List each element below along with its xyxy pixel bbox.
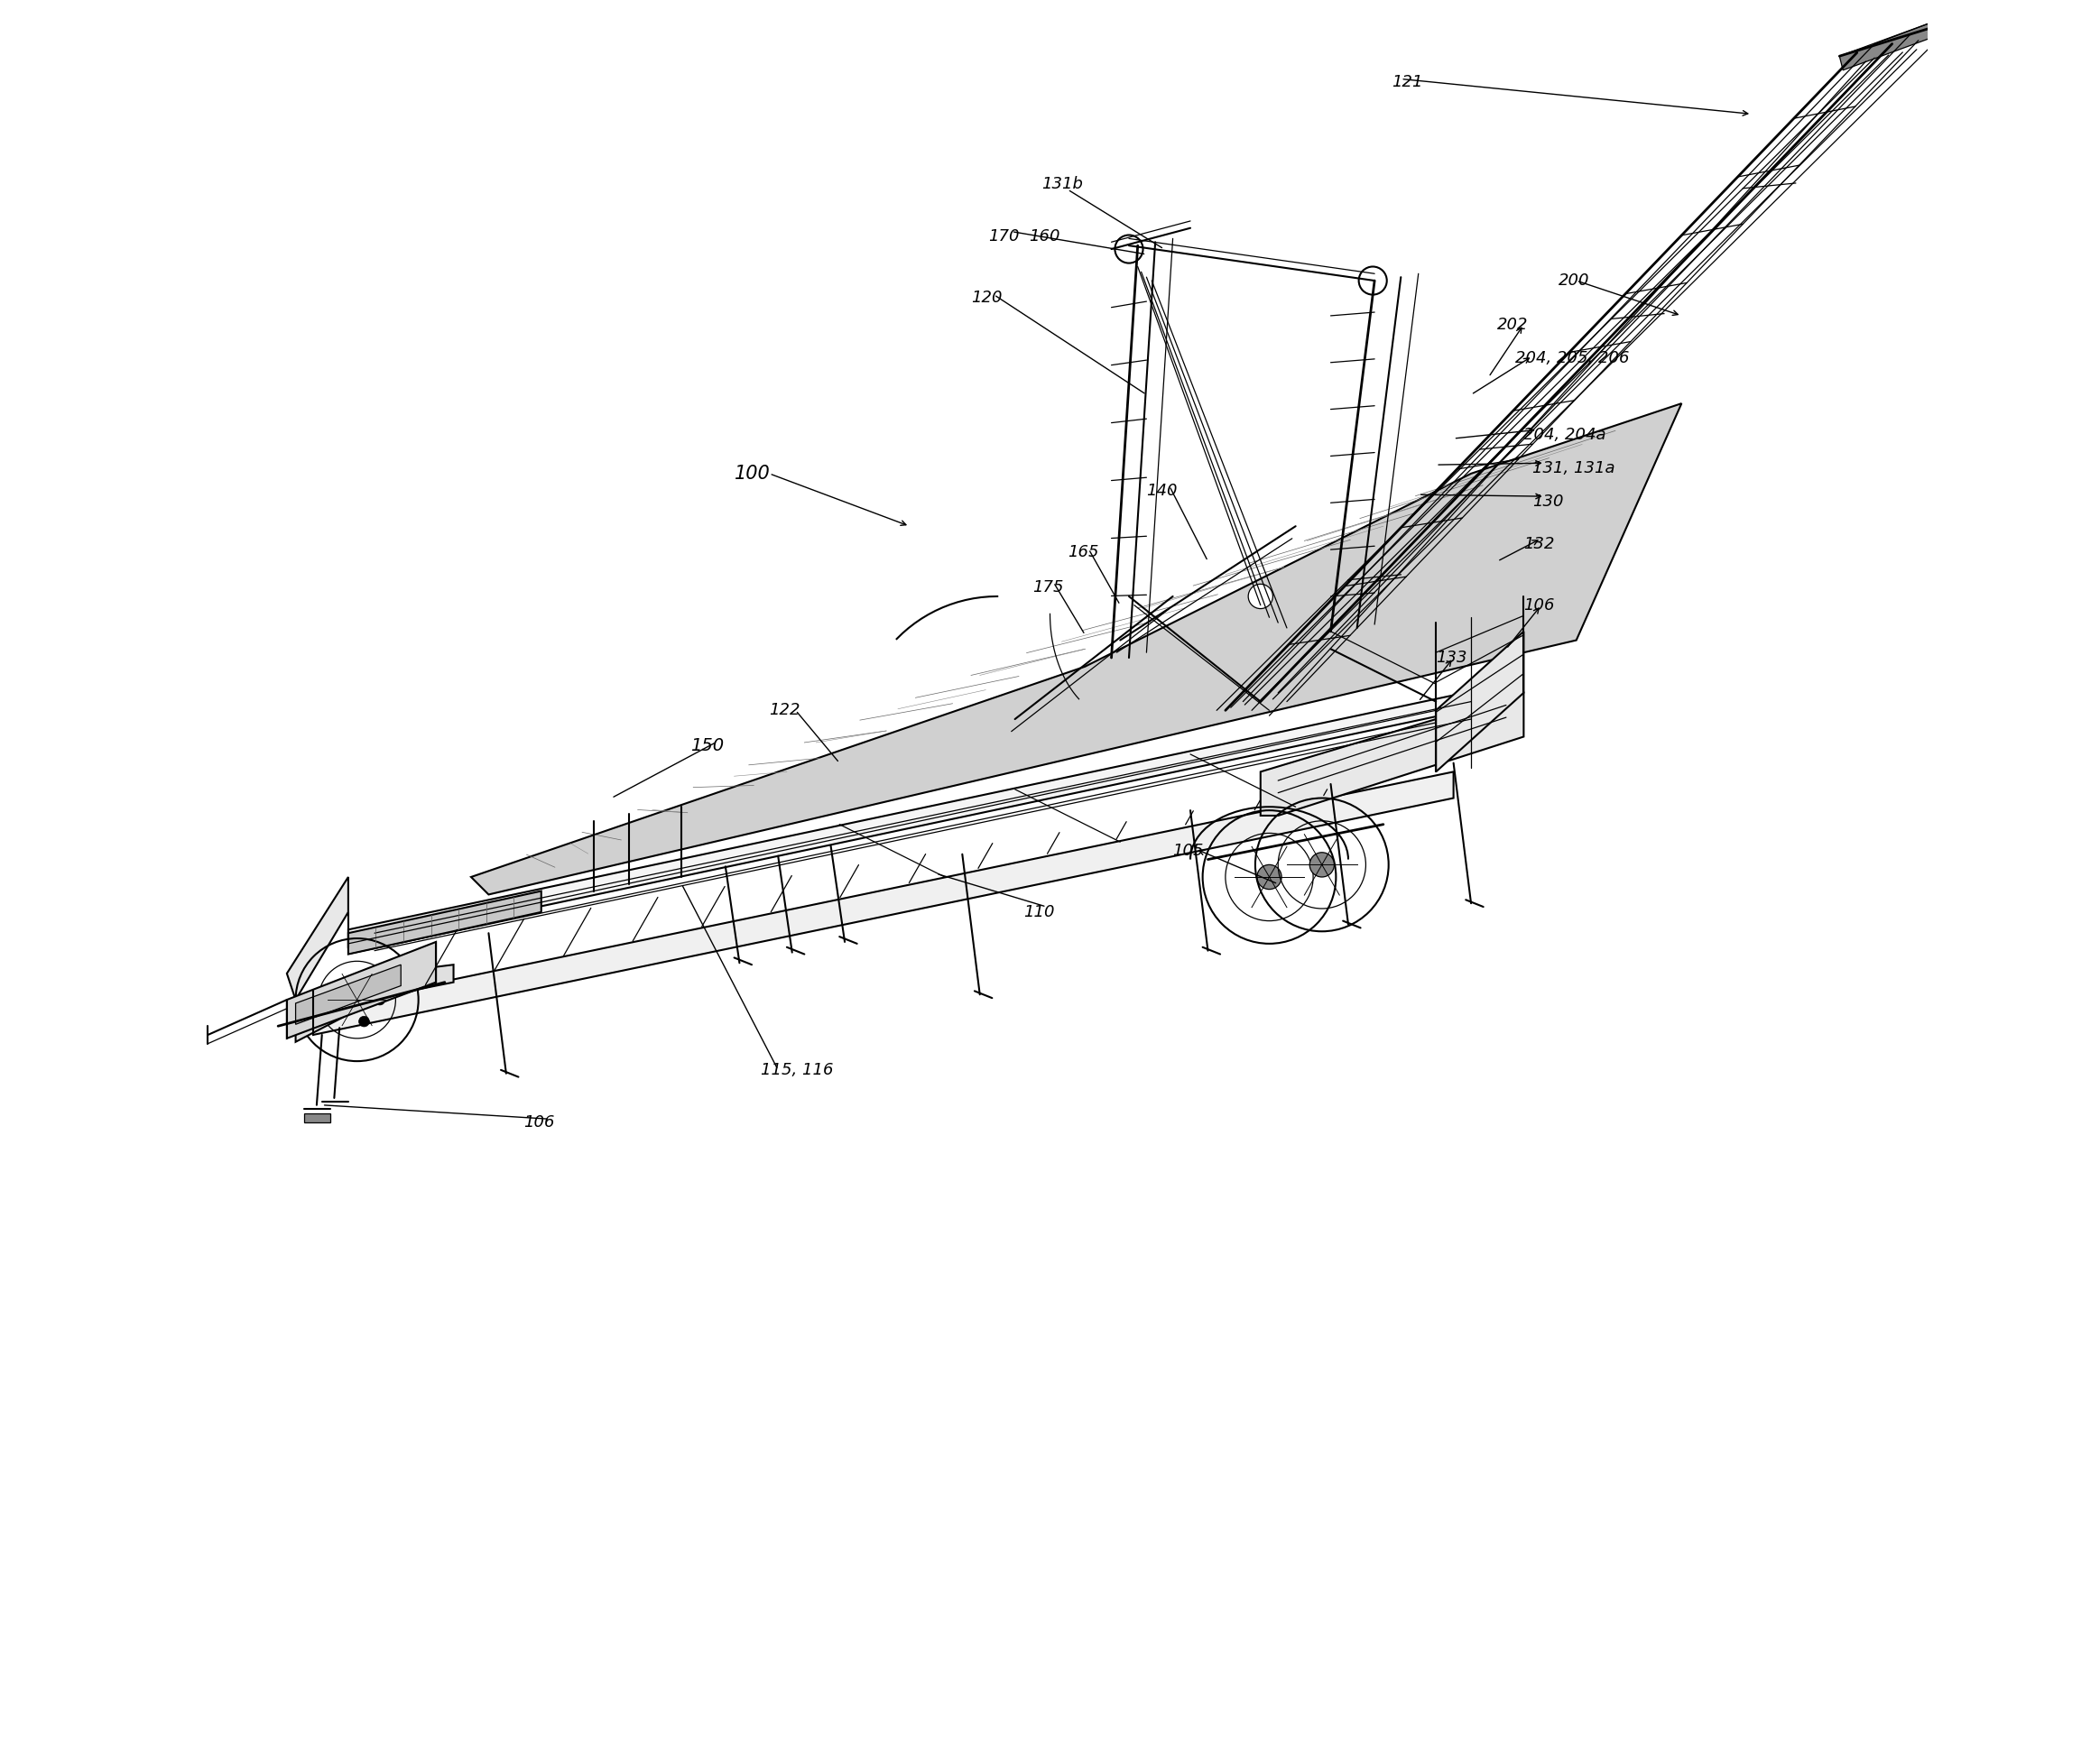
Polygon shape bbox=[349, 684, 1506, 947]
Circle shape bbox=[1310, 852, 1334, 877]
Text: 131b: 131b bbox=[1042, 175, 1084, 193]
Circle shape bbox=[374, 995, 384, 1005]
Circle shape bbox=[1359, 267, 1386, 295]
Text: 133: 133 bbox=[1436, 649, 1468, 667]
Text: 132: 132 bbox=[1525, 535, 1554, 553]
Polygon shape bbox=[296, 965, 401, 1024]
Text: 165: 165 bbox=[1067, 544, 1098, 561]
Text: 160: 160 bbox=[1029, 228, 1060, 246]
Polygon shape bbox=[1840, 18, 1949, 70]
Text: 100: 100 bbox=[735, 465, 771, 482]
Polygon shape bbox=[288, 877, 349, 1000]
Text: 202: 202 bbox=[1497, 316, 1529, 333]
Circle shape bbox=[347, 989, 368, 1010]
Text: 106: 106 bbox=[523, 1114, 554, 1131]
Circle shape bbox=[334, 1009, 344, 1019]
Text: 122: 122 bbox=[769, 702, 800, 719]
Text: 130: 130 bbox=[1533, 493, 1564, 510]
Text: 175: 175 bbox=[1033, 579, 1063, 596]
Text: 121: 121 bbox=[1392, 74, 1424, 91]
Text: 115, 116: 115, 116 bbox=[760, 1061, 834, 1079]
Text: 200: 200 bbox=[1558, 272, 1590, 289]
Circle shape bbox=[1258, 865, 1281, 889]
Circle shape bbox=[334, 980, 344, 991]
Polygon shape bbox=[296, 965, 454, 1042]
Text: 106: 106 bbox=[1525, 596, 1554, 614]
Text: 120: 120 bbox=[970, 289, 1002, 307]
Circle shape bbox=[1247, 584, 1273, 609]
Text: 110: 110 bbox=[1023, 903, 1054, 921]
Circle shape bbox=[359, 1016, 370, 1026]
Polygon shape bbox=[288, 942, 437, 1038]
Text: 105: 105 bbox=[1172, 842, 1203, 859]
Text: 131, 131a: 131, 131a bbox=[1533, 460, 1615, 477]
Circle shape bbox=[359, 973, 370, 984]
Text: 204, 205, 206: 204, 205, 206 bbox=[1514, 349, 1630, 367]
Circle shape bbox=[1115, 235, 1142, 263]
Polygon shape bbox=[304, 1114, 330, 1123]
Text: 170: 170 bbox=[989, 228, 1021, 246]
Polygon shape bbox=[1260, 693, 1525, 816]
Polygon shape bbox=[1436, 631, 1525, 772]
Text: 140: 140 bbox=[1147, 482, 1178, 500]
Polygon shape bbox=[349, 891, 542, 954]
Text: 204, 204a: 204, 204a bbox=[1525, 426, 1607, 444]
Polygon shape bbox=[313, 772, 1453, 1035]
Text: 150: 150 bbox=[691, 737, 724, 754]
Polygon shape bbox=[470, 403, 1682, 895]
